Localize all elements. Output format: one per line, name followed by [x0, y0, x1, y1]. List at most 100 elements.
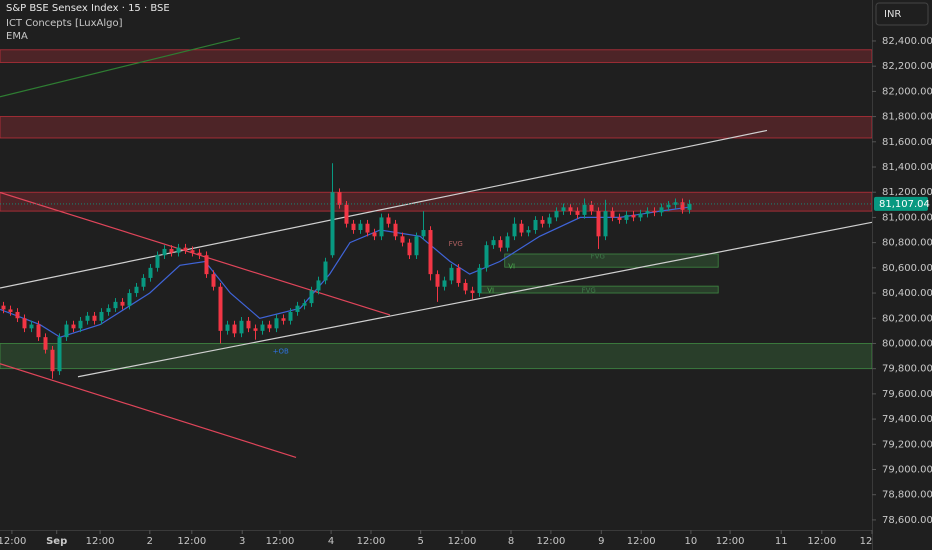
y-tick-label: 79,200.00	[882, 439, 932, 450]
candle-body	[610, 211, 615, 218]
y-tick-label: 79,800.00	[882, 364, 932, 375]
candle-body	[687, 203, 692, 210]
candle-body	[211, 274, 216, 287]
x-tick-label: 12:00	[86, 536, 115, 547]
x-tick-label: 12:00	[627, 536, 656, 547]
candle-body	[512, 223, 517, 237]
currency-box[interactable]	[875, 2, 929, 26]
last-price-box	[874, 196, 928, 211]
candle-body	[414, 236, 419, 256]
x-tick-label: 12:00	[716, 536, 745, 547]
x-tick-label: 4	[328, 536, 334, 547]
y-tick-label: 81,200.00	[882, 187, 932, 198]
candle-body	[491, 240, 496, 246]
candle-body	[358, 223, 363, 231]
candle-body	[498, 240, 503, 248]
candle-body	[302, 303, 307, 306]
annotation: FVG	[582, 287, 596, 295]
trendline	[0, 363, 297, 458]
candle-body	[470, 290, 475, 294]
y-tick-label: 82,000.00	[882, 86, 932, 97]
x-tick-label: 11	[775, 536, 788, 547]
candle-body	[260, 324, 265, 331]
candle-body	[680, 202, 685, 210]
candle-body	[22, 318, 27, 329]
y-tick-label: 80,800.00	[882, 238, 932, 249]
candle-body	[36, 324, 41, 338]
x-tick-label: 9	[598, 536, 604, 547]
candle-body	[589, 204, 594, 212]
currency[interactable]: INR	[884, 9, 901, 20]
candle-body	[540, 219, 545, 224]
x-tick-label: 12:00	[357, 536, 386, 547]
candle-body	[232, 324, 237, 334]
candle-body	[617, 217, 622, 220]
x-tick-label: 12:00	[536, 536, 565, 547]
annotation: FVG	[591, 252, 605, 260]
y-tick-label: 81,400.00	[882, 162, 932, 173]
zone	[0, 343, 873, 370]
candle-body	[379, 217, 384, 237]
x-tick-label: 10	[685, 536, 698, 547]
candle-body	[519, 223, 524, 233]
x-tick-label: 5	[418, 536, 424, 547]
candle-body	[155, 255, 160, 268]
candle-body	[127, 293, 132, 306]
annotation: FVG	[449, 240, 463, 248]
candle-body	[183, 247, 188, 251]
candle-body	[561, 207, 566, 212]
candle-body	[162, 248, 167, 256]
candle-body	[393, 223, 398, 237]
candle-body	[386, 217, 391, 224]
candle-body	[365, 223, 370, 233]
candle-body	[547, 217, 552, 224]
candle-body	[351, 223, 356, 231]
zone	[0, 191, 873, 212]
y-tick-label: 78,600.00	[882, 515, 932, 526]
candle-body	[554, 211, 559, 218]
indicator-label: EMA	[6, 31, 28, 42]
x-tick-label: 12:00	[177, 536, 206, 547]
y-tick-label: 79,600.00	[882, 389, 932, 400]
candle-body	[71, 324, 76, 329]
candle-body	[652, 211, 657, 213]
candle-body	[106, 308, 111, 312]
candle-body	[99, 311, 104, 321]
annotation: +OB	[273, 348, 289, 356]
candle-body	[421, 230, 426, 237]
candle-body	[477, 267, 482, 294]
candle-body	[484, 245, 489, 268]
ema-line	[0, 206, 689, 338]
candle-body	[267, 324, 272, 329]
candle-body	[295, 305, 300, 312]
candle-body	[603, 211, 608, 237]
zone	[0, 116, 873, 139]
candle-body	[57, 337, 62, 372]
y-tick-label: 82,400.00	[882, 36, 932, 47]
candle-body	[645, 211, 650, 214]
candle-body	[8, 309, 13, 312]
candle-body	[246, 320, 251, 329]
y-tick-label: 80,600.00	[882, 263, 932, 274]
x-tick-label: 8	[508, 536, 514, 547]
x-tick-label: 12:00	[448, 536, 477, 547]
candle-body	[337, 192, 342, 205]
x-tick-label: 3	[239, 536, 245, 547]
y-tick-label: 81,000.00	[882, 212, 932, 223]
candle-body	[50, 349, 55, 372]
y-tick-label: 79,000.00	[882, 465, 932, 476]
candle-body	[15, 311, 20, 319]
candle-body	[659, 207, 664, 213]
trendline	[0, 129, 768, 289]
trendline	[0, 191, 391, 316]
candle-body	[456, 267, 461, 283]
candle-body	[78, 320, 83, 329]
candle-body	[190, 250, 195, 253]
candle-body	[64, 324, 69, 338]
candle-body	[533, 219, 538, 231]
candle-body	[253, 328, 258, 331]
candle-body	[204, 255, 209, 275]
candle-body	[29, 324, 34, 329]
